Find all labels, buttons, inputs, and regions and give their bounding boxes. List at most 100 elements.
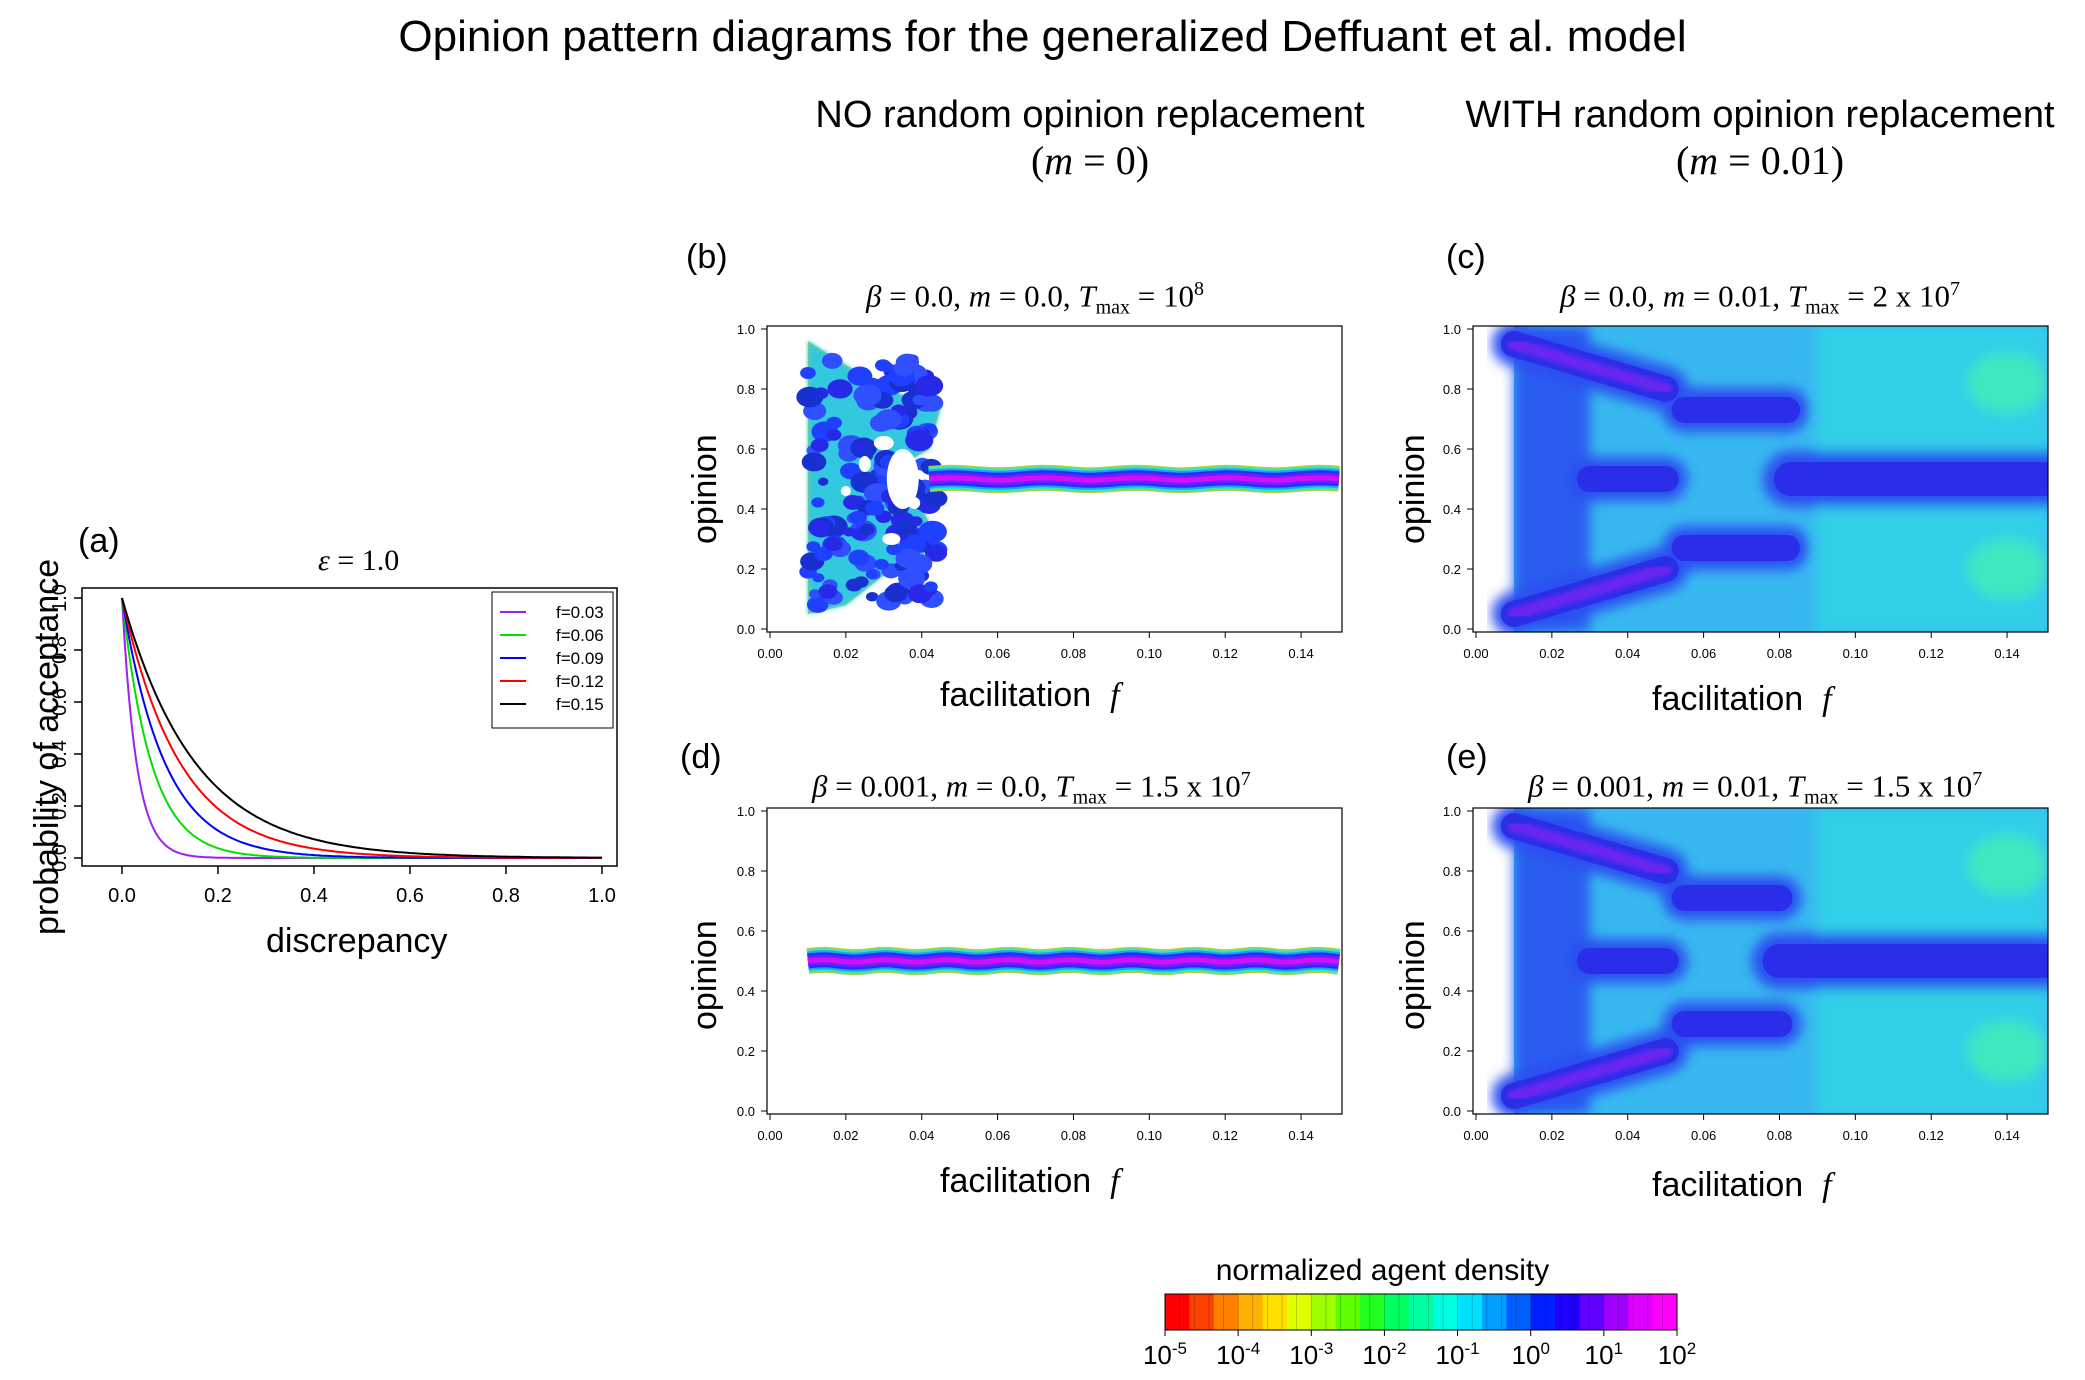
panel-a-ytick-label: 0.6 [49,688,71,716]
panel-a-xtick-label: 0.4 [300,885,328,907]
colorbar-tick-label: 10-5 [1143,1339,1187,1370]
panel-a-legend-label: f=0.03 [556,603,604,622]
panel-e-left-zone [1513,808,1590,1114]
panel-a-ytick-label: 0.0 [49,844,71,872]
panel-a-xtick-label: 1.0 [588,885,616,907]
panel-b-gap [882,533,901,545]
panel-c-ytick-label: 0.2 [1443,562,1461,577]
panel-b-cluster [912,394,927,406]
panel-c-ytick-label: 1.0 [1443,322,1461,337]
panel-b-cluster [808,519,830,537]
column-header-no-line2: (m = 0) [1030,138,1150,183]
panel-a-title: ε = 1.0 [318,544,400,577]
column-header-with-line2: (m = 0.01) [1675,138,1845,183]
panel-b-frame [766,325,1343,633]
panel-e-light-spot [1967,1021,2048,1081]
panel-b-cluster [800,366,816,379]
panel-e-title: β = 0.001, m = 0.01, Tmax = 1.5 x 107 [1528,768,1983,809]
panel-d-xtick-label: 0.04 [909,1128,934,1143]
panel-b-cluster [895,519,917,536]
panel-b-cluster [924,489,948,508]
panel-b-cluster [853,384,882,407]
panel-b-cluster [849,510,867,525]
panel-d-xtick-label: 0.10 [1137,1128,1162,1143]
panel-b-cluster [924,544,948,562]
panel-d-frame [766,807,1343,1115]
panel-c-label: (c) [1446,238,1486,276]
panel-d-ytick-label: 0.6 [737,924,755,939]
panel-b-ytick-label: 0.6 [737,442,755,457]
panel-d-xtick-label: 0.14 [1288,1128,1313,1143]
panel-e-ytick-label: 0.4 [1443,984,1461,999]
panel-e-ylabel: opinion [1394,920,1432,1030]
panel-e-label: (e) [1446,738,1488,776]
panel-d-ytick-label: 0.2 [737,1044,755,1059]
panel-b-xtick-label: 0.06 [985,646,1010,661]
panel-b-cluster [796,386,824,408]
panel-c-xtick-label: 0.14 [1994,646,2019,661]
panel-b-gap [858,456,871,472]
panel-b-cluster [905,429,934,452]
panel-a-legend [491,591,614,729]
colorbar-cell [1555,1294,1580,1330]
panel-e-light-spot [1967,835,2048,895]
panel-a-xtick-label: 0.2 [204,885,232,907]
panel-b-cluster [874,558,889,570]
panel-a-legend-label: f=0.15 [556,695,604,714]
figure-title: Opinion pattern diagrams for the general… [398,12,1687,61]
panel-b-cluster [918,520,947,543]
panel-b-cluster [854,442,866,452]
panel-a-ytick-label: 0.2 [49,792,71,820]
panel-c-frame [1472,325,2049,633]
panel-b-cluster [808,589,822,599]
colorbar-cell [1603,1294,1629,1330]
panel-d-ytick-label: 0.4 [737,984,755,999]
colorbar-cell [1360,1294,1385,1330]
panel-c-heatmap [1491,326,2048,632]
panel-c-ytick-label: 0.8 [1443,382,1461,397]
panel-b-cluster [827,379,853,399]
panel-b-cluster [845,578,863,592]
panel-d-xlabel: facilitation f [940,1162,1120,1200]
panel-c-light-spot [1967,539,2048,599]
colorbar-cell [1335,1294,1361,1330]
panel-e-ytick-label: 0.6 [1443,924,1461,939]
panel-b-cluster [814,546,833,561]
panel-e-xtick-label: 0.12 [1919,1128,1944,1143]
panel-e-band-core [1507,820,1672,877]
colorbar-tick-label: 10-1 [1436,1339,1480,1370]
panel-c-ytick-label: 0.6 [1443,442,1461,457]
panel-b-cluster [864,500,885,516]
column-header-with-replacement: WITH random opinion replacement (m = 0.0… [1400,92,2085,184]
panel-d-label: (d) [680,738,722,776]
panel-b-cluster [895,548,921,568]
colorbar-cell [1652,1294,1678,1330]
colorbar-cell [1311,1294,1337,1330]
panel-a-ytick-label: 0.8 [49,636,71,664]
panel-b-cluster [810,438,829,453]
panel-d-consensus-band [807,957,1340,965]
colorbar-cell [1189,1294,1215,1330]
panel-b-xtick-label: 0.02 [833,646,858,661]
panel-e-frame [1472,807,2049,1115]
panel-b-ytick-label: 0.8 [737,382,755,397]
colorbar: 10-5 10-4 10-3 10-2 10-1 100 101 102 [1143,1293,1696,1370]
panel-b-cluster [826,429,842,441]
colorbar-cell [1433,1294,1459,1330]
panel-b-cluster [843,527,855,537]
colorbar-cell [1579,1294,1605,1330]
panel-e-xtick-label: 0.08 [1767,1128,1792,1143]
colorbar-tick-label: 10-4 [1216,1339,1260,1370]
panel-b-cluster [824,536,843,552]
colorbar-tick-label: 101 [1585,1339,1623,1370]
colorbar-tick-label: 10-2 [1362,1339,1406,1370]
panel-e-xtick-label: 0.06 [1691,1128,1716,1143]
panel-c-xtick-label: 0.00 [1463,646,1488,661]
panel-d-xtick-label: 0.08 [1061,1128,1086,1143]
colorbar-cell [1384,1294,1410,1330]
panel-c-ytick-label: 0.4 [1443,502,1461,517]
panel-a-legend-label: f=0.06 [556,626,604,645]
panel-b-cluster [924,581,938,592]
panel-b-ytick-label: 0.4 [737,502,755,517]
